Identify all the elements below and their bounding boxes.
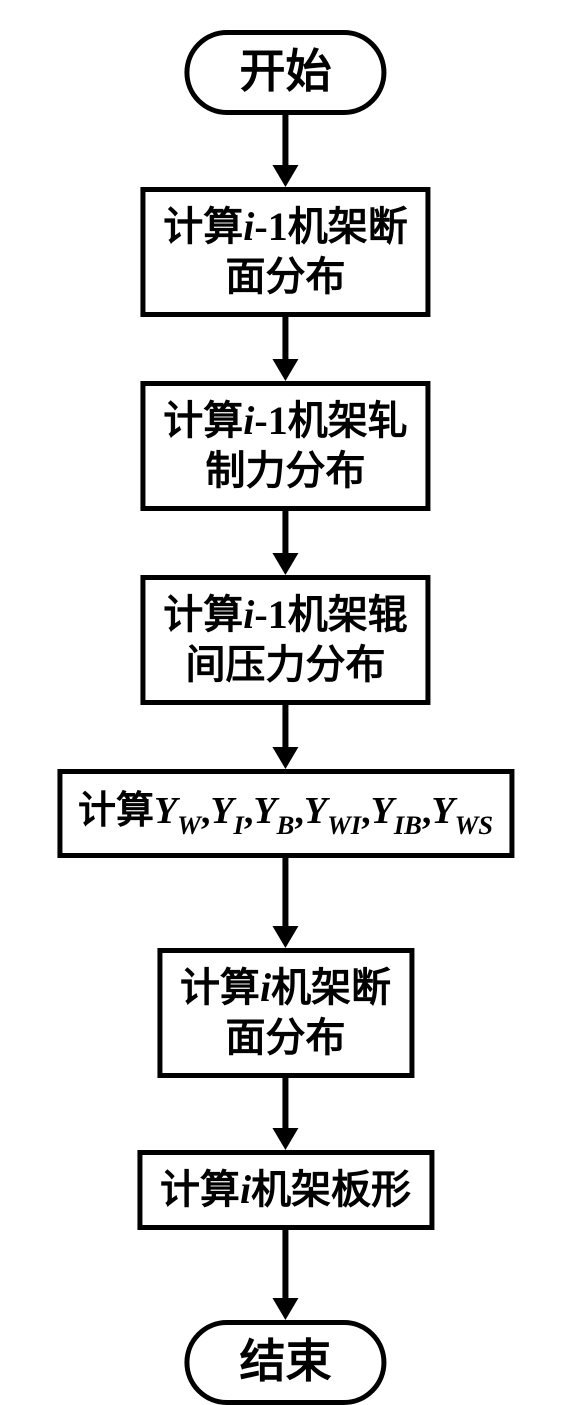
- p5-line1: 计算i机架断: [180, 965, 391, 1010]
- p5-line2: 面分布: [226, 1015, 346, 1060]
- p4-line: 计算YW,YI,YB,YWI,YIB,YWS: [78, 790, 493, 832]
- p3-var: i: [243, 592, 254, 637]
- p4-v1s: I: [234, 810, 244, 840]
- p1-suffix: -1机架断: [254, 204, 407, 249]
- p4-v2s: B: [277, 810, 295, 840]
- p4-prefix: 计算: [78, 790, 154, 832]
- p1-var: i: [243, 204, 254, 249]
- p3-prefix: 计算: [163, 592, 243, 637]
- arrow-5: [271, 1078, 301, 1150]
- p2-var: i: [243, 398, 254, 443]
- p4-v1b: Y: [210, 790, 233, 832]
- process-section-dist-i: 计算i机架断 面分布: [157, 948, 414, 1078]
- p6-line: 计算i机架板形: [160, 1167, 411, 1212]
- p4-v0s: W: [177, 810, 201, 840]
- p3-line1: 计算i-1机架辊: [163, 592, 407, 637]
- p4-v4b: Y: [371, 790, 394, 832]
- arrow-1: [271, 317, 301, 381]
- p2-line1: 计算i-1机架轧: [163, 398, 407, 443]
- p6-suffix: 机架板形: [251, 1167, 411, 1212]
- process-rolling-force: 计算i-1机架轧 制力分布: [140, 381, 430, 511]
- arrow-3: [271, 705, 301, 769]
- p4-v5b: Y: [431, 790, 454, 832]
- flowchart-container: 开始 计算i-1机架断 面分布 计算i-1机架轧 制力分布 计算i-1机架辊 间…: [57, 30, 514, 1405]
- p4-v0b: Y: [154, 790, 177, 832]
- arrow-6: [271, 1230, 301, 1320]
- p5-prefix: 计算: [180, 965, 260, 1010]
- start-terminal: 开始: [185, 30, 387, 115]
- p6-prefix: 计算: [160, 1167, 240, 1212]
- end-label: 结束: [240, 1336, 332, 1387]
- p5-var: i: [260, 965, 271, 1010]
- p2-line2: 制力分布: [205, 448, 365, 493]
- process-compute-Y: 计算YW,YI,YB,YWI,YIB,YWS: [57, 769, 514, 859]
- p4-v4s: IB: [394, 810, 422, 840]
- p2-suffix: -1机架轧: [254, 398, 407, 443]
- p1-line1: 计算i-1机架断: [163, 204, 407, 249]
- p4-v3s: WI: [327, 810, 361, 840]
- process-roll-gap-pressure: 计算i-1机架辊 间压力分布: [140, 575, 430, 705]
- p1-line2: 面分布: [225, 254, 345, 299]
- p3-line2: 间压力分布: [185, 642, 385, 687]
- p3-suffix: -1机架辊: [254, 592, 407, 637]
- p4-v3b: Y: [304, 790, 327, 832]
- p4-s0: ,: [201, 790, 211, 832]
- arrow-0: [271, 115, 301, 187]
- p4-v5s: WS: [455, 810, 493, 840]
- arrow-4: [271, 858, 301, 948]
- process-section-dist: 计算i-1机架断 面分布: [140, 187, 430, 317]
- arrow-2: [271, 511, 301, 575]
- start-label: 开始: [240, 46, 332, 97]
- p5-suffix: 机架断: [271, 965, 391, 1010]
- p2-prefix: 计算: [163, 398, 243, 443]
- process-flatness-i: 计算i机架板形: [137, 1150, 434, 1230]
- p1-prefix: 计算: [163, 204, 243, 249]
- p4-s3: ,: [361, 790, 371, 832]
- end-terminal: 结束: [185, 1320, 387, 1405]
- p4-v2b: Y: [253, 790, 276, 832]
- p4-s2: ,: [294, 790, 304, 832]
- p6-var: i: [240, 1167, 251, 1212]
